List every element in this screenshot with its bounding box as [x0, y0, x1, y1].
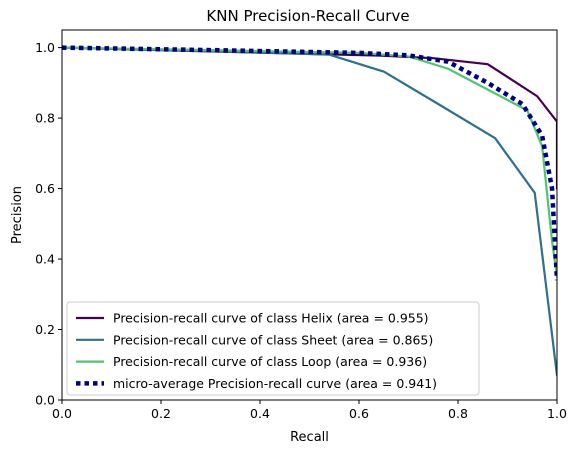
- y-tick-label: 0.6: [35, 181, 55, 196]
- x-tick-label: 1.0: [547, 406, 567, 421]
- x-tick-label: 0.0: [52, 406, 72, 421]
- legend-label-3: micro-average Precision-recall curve (ar…: [113, 376, 437, 391]
- series-line-1: [62, 46, 557, 377]
- y-tick-label: 0.2: [35, 322, 55, 337]
- legend: Precision-recall curve of class Helix (a…: [66, 301, 480, 396]
- y-tick-label: 0.8: [35, 111, 55, 126]
- legend-label-1: Precision-recall curve of class Sheet (a…: [113, 332, 433, 347]
- x-tick-label: 0.6: [349, 406, 369, 421]
- legend-label-0: Precision-recall curve of class Helix (a…: [113, 311, 429, 326]
- y-tick-label: 0.0: [35, 393, 55, 408]
- x-tick-label: 0.2: [151, 406, 171, 421]
- y-tick-label: 1.0: [35, 40, 55, 55]
- series-line-3: [62, 45, 557, 281]
- x-tick-label: 0.4: [250, 406, 270, 421]
- x-tick-label: 0.8: [448, 406, 468, 421]
- x-axis-label: Recall: [290, 430, 329, 445]
- legend-box: [66, 301, 480, 396]
- y-axis-label: Precision: [10, 186, 25, 244]
- ticks-layer: 0.0 0.2 0.4 0.6 0.8 1.0 0.0 0.2 0.4 0.6 0.8 1.0: [35, 40, 567, 421]
- chart-title: KNN Precision-Recall Curve: [206, 7, 409, 25]
- plot-frame: [61, 29, 558, 401]
- legend-label-2: Precision-recall curve of class Loop (ar…: [113, 354, 427, 369]
- series-layer: [62, 45, 557, 377]
- y-tick-label: 0.4: [35, 252, 55, 267]
